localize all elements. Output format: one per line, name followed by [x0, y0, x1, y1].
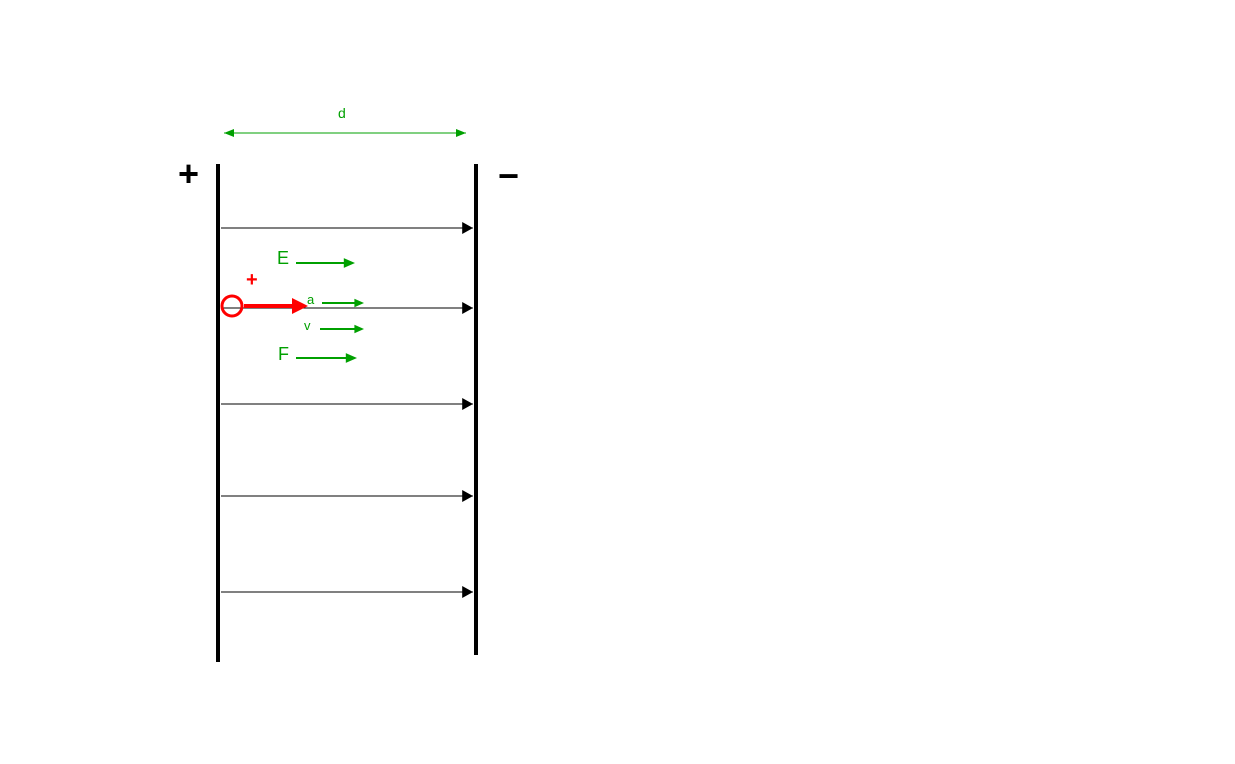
dim-arrow-right — [456, 129, 466, 137]
vector-label-F: F — [278, 344, 289, 364]
field-line-arrowhead — [462, 302, 473, 314]
vector-label-a: a — [307, 292, 315, 307]
vector-arrowhead-E — [344, 258, 355, 268]
plus-sign: + — [178, 153, 199, 194]
vector-arrowhead-F — [346, 353, 357, 363]
field-line-arrowhead — [462, 398, 473, 410]
vector-arrowhead-v — [354, 325, 364, 333]
diagram-canvas: + − d + EavF — [0, 0, 1235, 764]
vector-arrowhead-a — [354, 299, 364, 307]
charge-particle — [222, 296, 242, 316]
vector-label-v: v — [304, 318, 311, 333]
field-line-arrowhead — [462, 490, 473, 502]
field-line-arrowhead — [462, 222, 473, 234]
dim-arrow-left — [224, 129, 234, 137]
minus-sign: − — [498, 155, 519, 196]
vector-label-E: E — [277, 248, 289, 268]
charge-arrowhead — [292, 298, 308, 314]
dimension-label: d — [338, 105, 346, 121]
charge-plus-sign: + — [246, 269, 258, 291]
field-line-arrowhead — [462, 586, 473, 598]
